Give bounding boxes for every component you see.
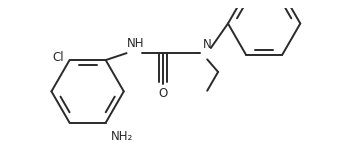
Text: NH: NH bbox=[127, 37, 145, 50]
Text: Cl: Cl bbox=[52, 51, 64, 64]
Text: NH₂: NH₂ bbox=[111, 130, 134, 143]
Text: N: N bbox=[203, 38, 212, 51]
Text: O: O bbox=[158, 87, 167, 100]
